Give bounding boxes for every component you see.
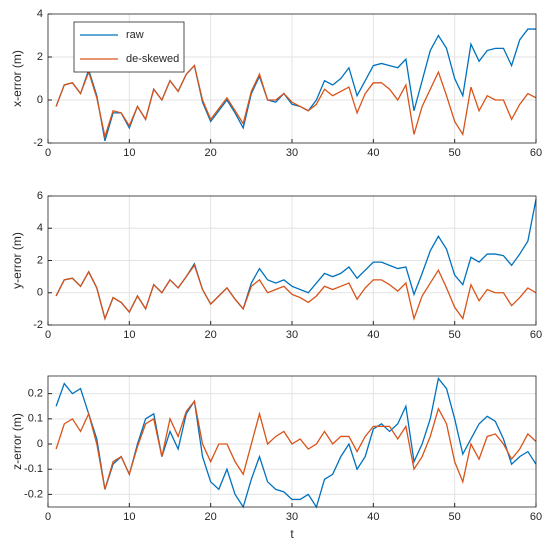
x-tick-label: 60 (530, 329, 542, 341)
x-axis-label: t (290, 527, 294, 541)
x-tick-label: 30 (286, 329, 298, 341)
line-series (55, 399, 537, 490)
y-axis-label: z-error (m) (10, 413, 24, 470)
x-tick-label: 10 (123, 511, 135, 523)
x-tick-label: 10 (123, 147, 135, 159)
legend-box (73, 21, 185, 73)
y-axis-label: x-error (m) (10, 50, 24, 107)
x-tick-label: 60 (530, 511, 542, 523)
x-tick-label: 50 (449, 147, 461, 159)
y-tick-label: -2 (33, 319, 43, 331)
x-tick-label: 40 (367, 511, 379, 523)
y-tick-label: 0 (37, 287, 43, 299)
x-tick-label: 40 (367, 329, 379, 341)
y-tick-label: -0.2 (24, 488, 43, 500)
x-tick-label: 0 (45, 147, 51, 159)
x-tick-label: 50 (449, 329, 461, 341)
x-tick-label: 20 (205, 511, 217, 523)
x-tick-label: 20 (205, 147, 217, 159)
legend-label: raw (126, 29, 144, 41)
x-tick-label: 50 (449, 511, 461, 523)
x-tick-label: 0 (45, 329, 51, 341)
x-tick-label: 0 (45, 511, 51, 523)
line-series (55, 64, 537, 140)
y-tick-label: 4 (37, 8, 43, 20)
y-tick-label: 0 (37, 438, 43, 450)
y-tick-label: 6 (37, 190, 43, 202)
x-tick-label: 10 (123, 329, 135, 341)
axes-box (47, 375, 537, 508)
y-axis-label: y-error (m) (10, 232, 24, 289)
y-tick-label: 0.2 (28, 388, 43, 400)
x-tick-label: 40 (367, 147, 379, 159)
x-tick-label: 60 (530, 147, 542, 159)
axes-box (47, 195, 537, 326)
y-tick-label: 2 (37, 254, 43, 266)
y-tick-label: -0.1 (24, 463, 43, 475)
y-tick-label: -2 (33, 137, 43, 149)
y-tick-label: 0.1 (28, 413, 43, 425)
x-tick-label: 20 (205, 329, 217, 341)
legend-label: de-skewed (126, 53, 179, 65)
line-series (55, 263, 537, 321)
axes-box (47, 13, 537, 144)
x-tick-label: 30 (286, 511, 298, 523)
x-tick-label: 30 (286, 147, 298, 159)
y-tick-label: 4 (37, 222, 43, 234)
y-tick-label: 2 (37, 51, 43, 63)
y-tick-label: 0 (37, 94, 43, 106)
